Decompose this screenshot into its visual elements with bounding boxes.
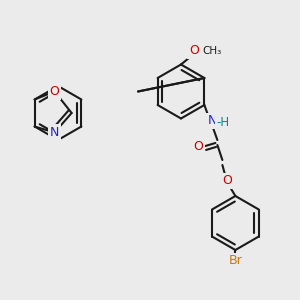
Text: O: O <box>222 175 232 188</box>
Text: Br: Br <box>229 254 242 268</box>
Text: O: O <box>50 85 60 98</box>
Text: N: N <box>50 126 59 139</box>
Text: O: O <box>189 44 199 57</box>
Text: N: N <box>50 126 59 139</box>
Text: N: N <box>208 115 217 128</box>
Text: CH₃: CH₃ <box>202 46 222 56</box>
Text: O: O <box>194 140 203 152</box>
Text: -H: -H <box>217 116 230 130</box>
Text: O: O <box>50 85 60 98</box>
